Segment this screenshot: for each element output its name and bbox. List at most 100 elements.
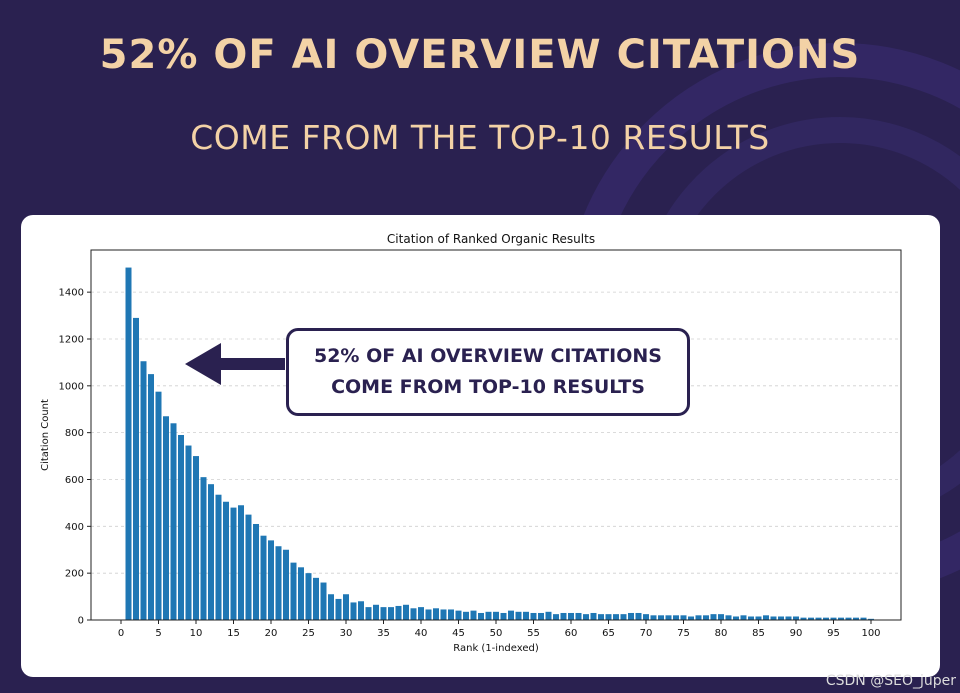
y-tick-label: 200	[65, 569, 84, 580]
x-tick-label: 20	[265, 628, 278, 639]
x-tick-label: 45	[452, 628, 465, 639]
bars	[125, 267, 874, 620]
x-tick-label: 80	[715, 628, 728, 639]
bar	[500, 612, 507, 620]
bar	[328, 594, 334, 620]
x-tick-label: 65	[602, 628, 615, 639]
x-tick-label: 40	[415, 628, 428, 639]
bar	[515, 611, 522, 620]
bar	[170, 423, 177, 620]
x-tick-label: 85	[752, 628, 765, 639]
bar	[628, 612, 634, 620]
x-tick-label: 75	[677, 628, 690, 639]
bar	[403, 604, 409, 620]
bar	[388, 607, 394, 620]
bar	[230, 507, 237, 620]
bar	[658, 615, 664, 620]
bar	[530, 612, 537, 620]
bar	[748, 616, 754, 620]
chart-title: Citation of Ranked Organic Results	[387, 232, 595, 246]
bar	[680, 615, 687, 620]
y-tick-label: 400	[65, 522, 84, 533]
y-tick-label: 600	[65, 475, 84, 486]
bar	[313, 577, 319, 620]
bar	[380, 607, 387, 620]
bar	[823, 617, 829, 620]
bar	[283, 549, 289, 620]
bar	[418, 607, 424, 620]
bar	[140, 361, 147, 620]
bar	[358, 601, 364, 620]
callout-line-1: 52% OF AI OVERVIEW CITATIONS	[313, 345, 662, 367]
y-axis-label: Citation Count	[40, 399, 51, 471]
bar	[275, 546, 282, 620]
callout-line-2: COME FROM TOP-10 RESULTS	[331, 376, 645, 398]
bar	[463, 611, 469, 620]
y-tick-label: 1400	[59, 288, 84, 299]
bar	[493, 611, 499, 620]
x-tick-label: 95	[827, 628, 840, 639]
y-tick-label: 800	[65, 428, 84, 439]
bar	[215, 494, 222, 620]
bar	[838, 617, 844, 620]
bar	[538, 612, 544, 620]
bar	[718, 614, 724, 620]
bar	[365, 607, 372, 620]
x-tick-label: 70	[640, 628, 653, 639]
bar	[740, 615, 747, 620]
bar	[725, 615, 732, 620]
x-tick-label: 50	[490, 628, 503, 639]
bar	[845, 617, 852, 620]
slide-headline: 52% OF AI OVERVIEW CITATIONS	[99, 32, 861, 78]
bar	[635, 612, 642, 620]
bar	[148, 374, 154, 620]
bar	[778, 616, 784, 620]
bar	[125, 267, 132, 620]
bar	[238, 505, 244, 620]
bar	[755, 616, 762, 620]
bar	[703, 615, 709, 620]
bar	[770, 616, 777, 620]
bar	[373, 604, 379, 620]
bar	[860, 617, 867, 620]
bar	[785, 616, 792, 620]
x-axis-ticks: 0 5 10 15 20 25 30 35 40 45 50 55 60 65 70 75 80 85 90 95 10…	[118, 620, 881, 639]
bar	[478, 612, 484, 620]
x-tick-label: 100	[861, 628, 880, 639]
bar	[433, 608, 439, 620]
bar	[193, 456, 199, 620]
bar	[853, 617, 859, 620]
bar	[643, 614, 649, 620]
bar	[613, 614, 619, 620]
y-tick-label: 1200	[59, 334, 84, 345]
bar	[320, 582, 327, 620]
bar	[440, 609, 447, 620]
arrow-left-icon	[185, 343, 285, 385]
bar	[298, 567, 304, 620]
bar	[733, 616, 739, 620]
bar	[343, 594, 349, 620]
x-tick-label: 5	[155, 628, 161, 639]
bar-chart: Citation of Ranked Organic Results 0 5 10 1…	[40, 232, 902, 654]
bar	[410, 608, 417, 620]
bar	[710, 614, 717, 620]
bar	[688, 616, 694, 620]
bar	[800, 617, 807, 620]
bar	[815, 617, 822, 620]
bar	[185, 445, 192, 620]
bar	[575, 612, 582, 620]
bar	[598, 614, 604, 620]
bar	[665, 615, 672, 620]
y-tick-label: 0	[78, 616, 84, 627]
x-tick-label: 0	[118, 628, 124, 639]
bar	[163, 416, 169, 620]
x-tick-label: 55	[527, 628, 540, 639]
bar	[208, 484, 214, 620]
bar	[133, 317, 139, 620]
bar	[448, 609, 454, 620]
bar	[808, 617, 814, 620]
bar	[260, 535, 267, 620]
bar	[290, 562, 297, 620]
bar	[425, 609, 432, 620]
bar	[553, 614, 559, 620]
